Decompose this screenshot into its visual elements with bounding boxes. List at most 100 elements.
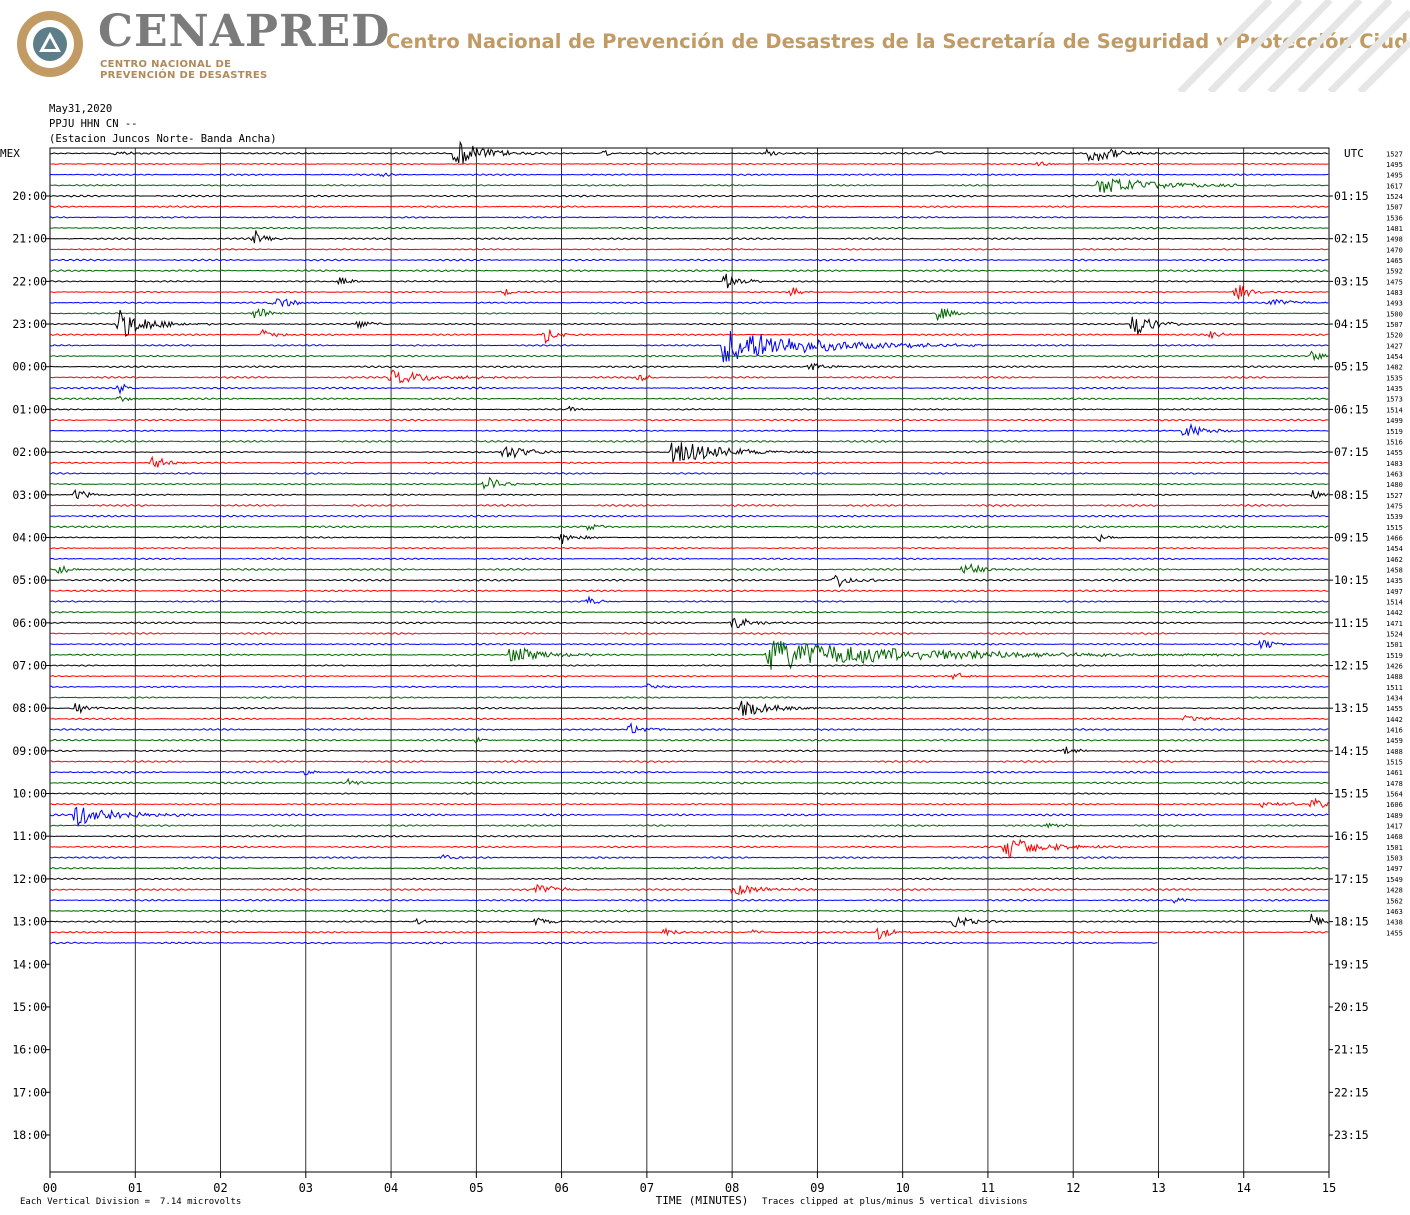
- seismic-trace: [49, 350, 1329, 362]
- chart-date: May31,2020: [49, 103, 113, 115]
- trace-value-label: 1503: [1386, 855, 1403, 863]
- trace-value-label: 1466: [1386, 534, 1403, 542]
- trace-value-label: 1459: [1386, 737, 1403, 745]
- right-time-label: 21:15: [1334, 1043, 1369, 1057]
- trace-value-label: 1483: [1386, 460, 1403, 468]
- x-tick-label: 04: [384, 1181, 398, 1195]
- seismic-trace: [49, 489, 1329, 500]
- seismic-trace: [49, 792, 1329, 795]
- trace-value-label: 1495: [1386, 172, 1403, 180]
- x-tick-label: 06: [554, 1181, 568, 1195]
- seismic-trace: [49, 418, 1329, 422]
- trace-value-label: 1592: [1386, 268, 1403, 276]
- left-time-label: 22:00: [12, 274, 47, 288]
- trace-value-label: 1501: [1386, 641, 1403, 649]
- trace-value-label: 1514: [1386, 406, 1403, 414]
- trace-value-label: 1527: [1386, 150, 1403, 158]
- left-time-label: 08:00: [12, 701, 47, 715]
- seismic-trace: [49, 273, 1329, 289]
- trace-value-label: 1462: [1386, 556, 1403, 564]
- brand-subtitle-line1: CENTRO NACIONAL DE: [100, 59, 232, 70]
- trace-value-label: 1454: [1386, 545, 1403, 553]
- seismic-trace: [49, 834, 1329, 838]
- right-time-label: 02:15: [1334, 232, 1369, 246]
- x-tick-label: 01: [128, 1181, 142, 1195]
- trace-value-label: 1481: [1386, 225, 1403, 233]
- brand-name: CENAPRED: [98, 6, 391, 57]
- trace-value-label: 1478: [1386, 780, 1403, 788]
- seismic-trace: [49, 248, 1329, 251]
- seismic-trace: [49, 405, 1329, 412]
- seismic-trace: [49, 822, 1329, 829]
- seismic-trace: [50, 514, 1329, 518]
- trace-value-label: 1471: [1386, 620, 1403, 628]
- seismic-trace: [49, 700, 1329, 716]
- left-time-label: 09:00: [12, 744, 47, 758]
- right-time-label: 19:15: [1334, 957, 1369, 971]
- x-tick-label: 13: [1151, 1181, 1165, 1195]
- trace-value-label: 1463: [1386, 908, 1403, 916]
- left-time-label: 03:00: [12, 488, 47, 502]
- trace-value-label: 1489: [1386, 812, 1403, 820]
- seismic-trace: [49, 877, 1329, 881]
- x-tick-label: 03: [299, 1181, 313, 1195]
- left-time-label: 10:00: [12, 787, 47, 801]
- trace-value-label: 1458: [1386, 566, 1403, 574]
- seismic-trace: [49, 422, 1329, 437]
- trace-value-label: 1514: [1386, 598, 1403, 606]
- trace-value-label: 1520: [1386, 332, 1403, 340]
- trace-value-label: 1468: [1386, 833, 1403, 841]
- seismic-trace: [49, 533, 1329, 544]
- trace-value-label: 1497: [1386, 865, 1403, 873]
- seismic-trace: [49, 909, 1329, 913]
- trace-value-label: 1442: [1386, 609, 1403, 617]
- seismic-trace: [49, 897, 1329, 904]
- seismic-trace: [49, 307, 1329, 321]
- trace-value-label: 1498: [1386, 236, 1403, 244]
- right-time-label: 16:15: [1334, 829, 1369, 843]
- station-code: PPJU HHN CN --: [49, 118, 138, 130]
- trace-value-label: 1524: [1386, 193, 1403, 201]
- seismic-trace: [49, 574, 1329, 588]
- trace-value-label: 1500: [1386, 310, 1403, 318]
- left-time-label: 20:00: [12, 189, 47, 203]
- trace-value-label: 1475: [1386, 278, 1403, 286]
- right-time-label: 22:15: [1334, 1085, 1369, 1099]
- x-tick-label: 05: [469, 1181, 483, 1195]
- seismic-trace: [50, 383, 1329, 396]
- trace-value-label: 1455: [1386, 705, 1403, 713]
- right-time-label: 18:15: [1334, 915, 1369, 929]
- x-tick-label: 14: [1237, 1181, 1251, 1195]
- seismic-trace: [49, 258, 1329, 262]
- trace-value-label: 1482: [1386, 364, 1403, 372]
- seismic-trace: [50, 226, 1329, 230]
- seismic-trace: [49, 362, 1329, 371]
- footer-scale-label: Each Vertical Division =: [20, 1197, 151, 1207]
- seismic-trace: [49, 664, 1329, 667]
- seismic-trace: [49, 395, 1329, 403]
- left-time-label: 04:00: [12, 530, 47, 544]
- seismic-trace: [50, 230, 1329, 244]
- right-time-label: 08:15: [1334, 488, 1369, 502]
- seismic-trace: [49, 777, 1329, 786]
- cenapred-logo-icon: [17, 11, 83, 77]
- seismic-trace: [49, 854, 1329, 860]
- trace-value-label: 1435: [1386, 577, 1403, 585]
- seismic-trace: [50, 369, 1329, 384]
- right-time-label: 04:15: [1334, 317, 1369, 331]
- left-time-label: 00:00: [12, 360, 47, 374]
- seismic-trace: [49, 216, 1329, 219]
- trace-value-label: 1507: [1386, 204, 1403, 212]
- seismic-trace: [49, 330, 1329, 363]
- station-name: (Estacion Juncos Norte- Banda Ancha): [49, 133, 277, 145]
- seismic-trace: [49, 714, 1329, 721]
- seismic-trace: [50, 476, 1329, 491]
- trace-value-label: 1488: [1386, 748, 1403, 756]
- right-time-label: 20:15: [1334, 1000, 1369, 1014]
- left-time-label: 23:00: [12, 317, 47, 331]
- trace-value-label: 1475: [1386, 502, 1403, 510]
- trace-value-label: 1465: [1386, 257, 1403, 265]
- seismic-trace: [50, 838, 1329, 857]
- trace-value-label: 1539: [1386, 513, 1403, 521]
- left-time-label: 01:00: [12, 402, 47, 416]
